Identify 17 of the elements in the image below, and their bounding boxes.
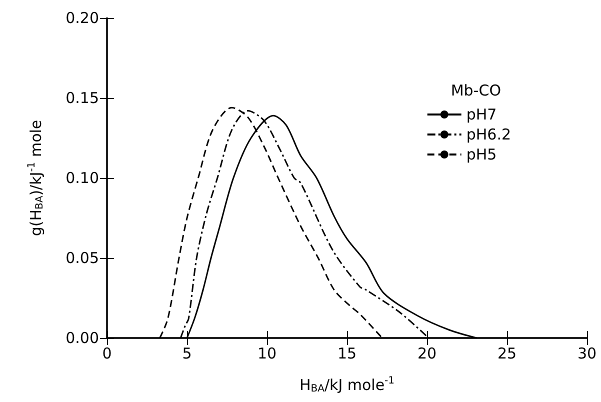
y-tick-label: 0.05 [66,249,99,267]
legend-label: pH7 [466,106,497,124]
x-tick-label: 20 [417,344,437,362]
legend-title: Mb-CO [450,82,501,100]
y-tick-label: 0.15 [66,89,99,107]
y-tick-label: 0.10 [66,169,99,187]
x-tick-label: 5 [182,344,192,362]
x-tick-label: 10 [257,344,277,362]
x-tick-label: 30 [577,344,597,362]
y-tick-label: 0.20 [66,9,99,27]
x-tick-label: 0 [102,344,112,362]
y-tick-label: 0.00 [66,329,99,347]
x-tick-label: 15 [337,344,357,362]
x-tick-label: 25 [497,344,517,362]
legend-label: pH6.2 [466,126,511,144]
y-axis-title: g(HBA)/kJ-1 mole [26,120,46,236]
legend-label: pH5 [466,146,497,164]
